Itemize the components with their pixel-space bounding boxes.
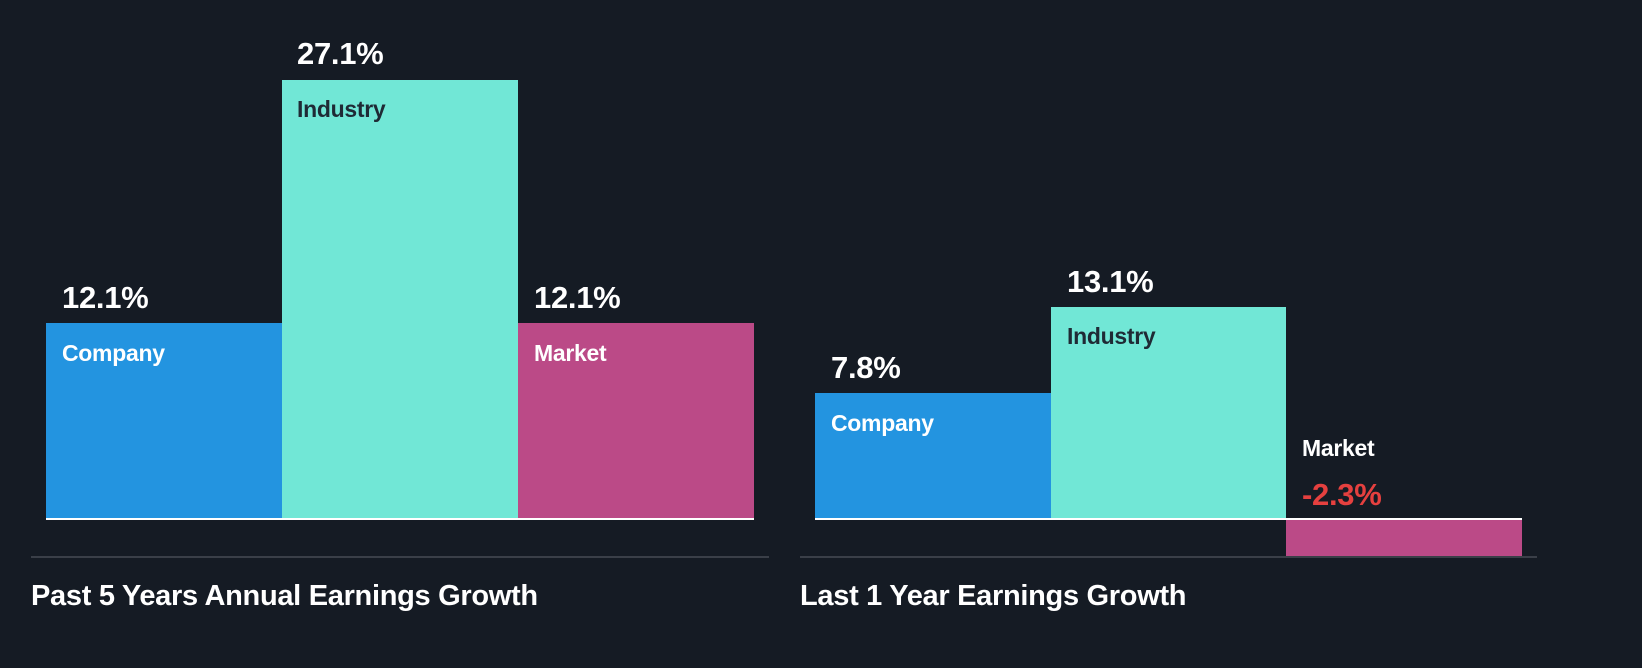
divider bbox=[31, 556, 769, 558]
value-label-industry: 13.1% bbox=[1067, 264, 1154, 299]
baseline bbox=[46, 518, 754, 520]
chart-title: Past 5 Years Annual Earnings Growth bbox=[31, 580, 538, 612]
bar-industry bbox=[1051, 307, 1286, 519]
baseline bbox=[815, 518, 1522, 520]
chart-title: Last 1 Year Earnings Growth bbox=[800, 580, 1187, 612]
divider bbox=[800, 556, 1537, 558]
bar-label-company: Company bbox=[62, 340, 165, 366]
bar-label-company: Company bbox=[831, 410, 934, 436]
bar-company bbox=[46, 323, 282, 519]
value-label-company: 12.1% bbox=[62, 280, 149, 315]
bar-label-market: Market bbox=[534, 340, 607, 366]
bar-company bbox=[815, 393, 1051, 519]
bar-label-industry: Industry bbox=[297, 96, 386, 122]
bar-market bbox=[1286, 520, 1522, 557]
bar-label-market: Market bbox=[1302, 435, 1375, 461]
bar-industry bbox=[282, 80, 518, 519]
value-label-market: -2.3% bbox=[1302, 477, 1382, 512]
value-label-industry: 27.1% bbox=[297, 36, 384, 71]
value-label-market: 12.1% bbox=[534, 280, 621, 315]
bar-market bbox=[518, 323, 754, 519]
bar-label-industry: Industry bbox=[1067, 323, 1156, 349]
value-label-company: 7.8% bbox=[831, 350, 901, 385]
